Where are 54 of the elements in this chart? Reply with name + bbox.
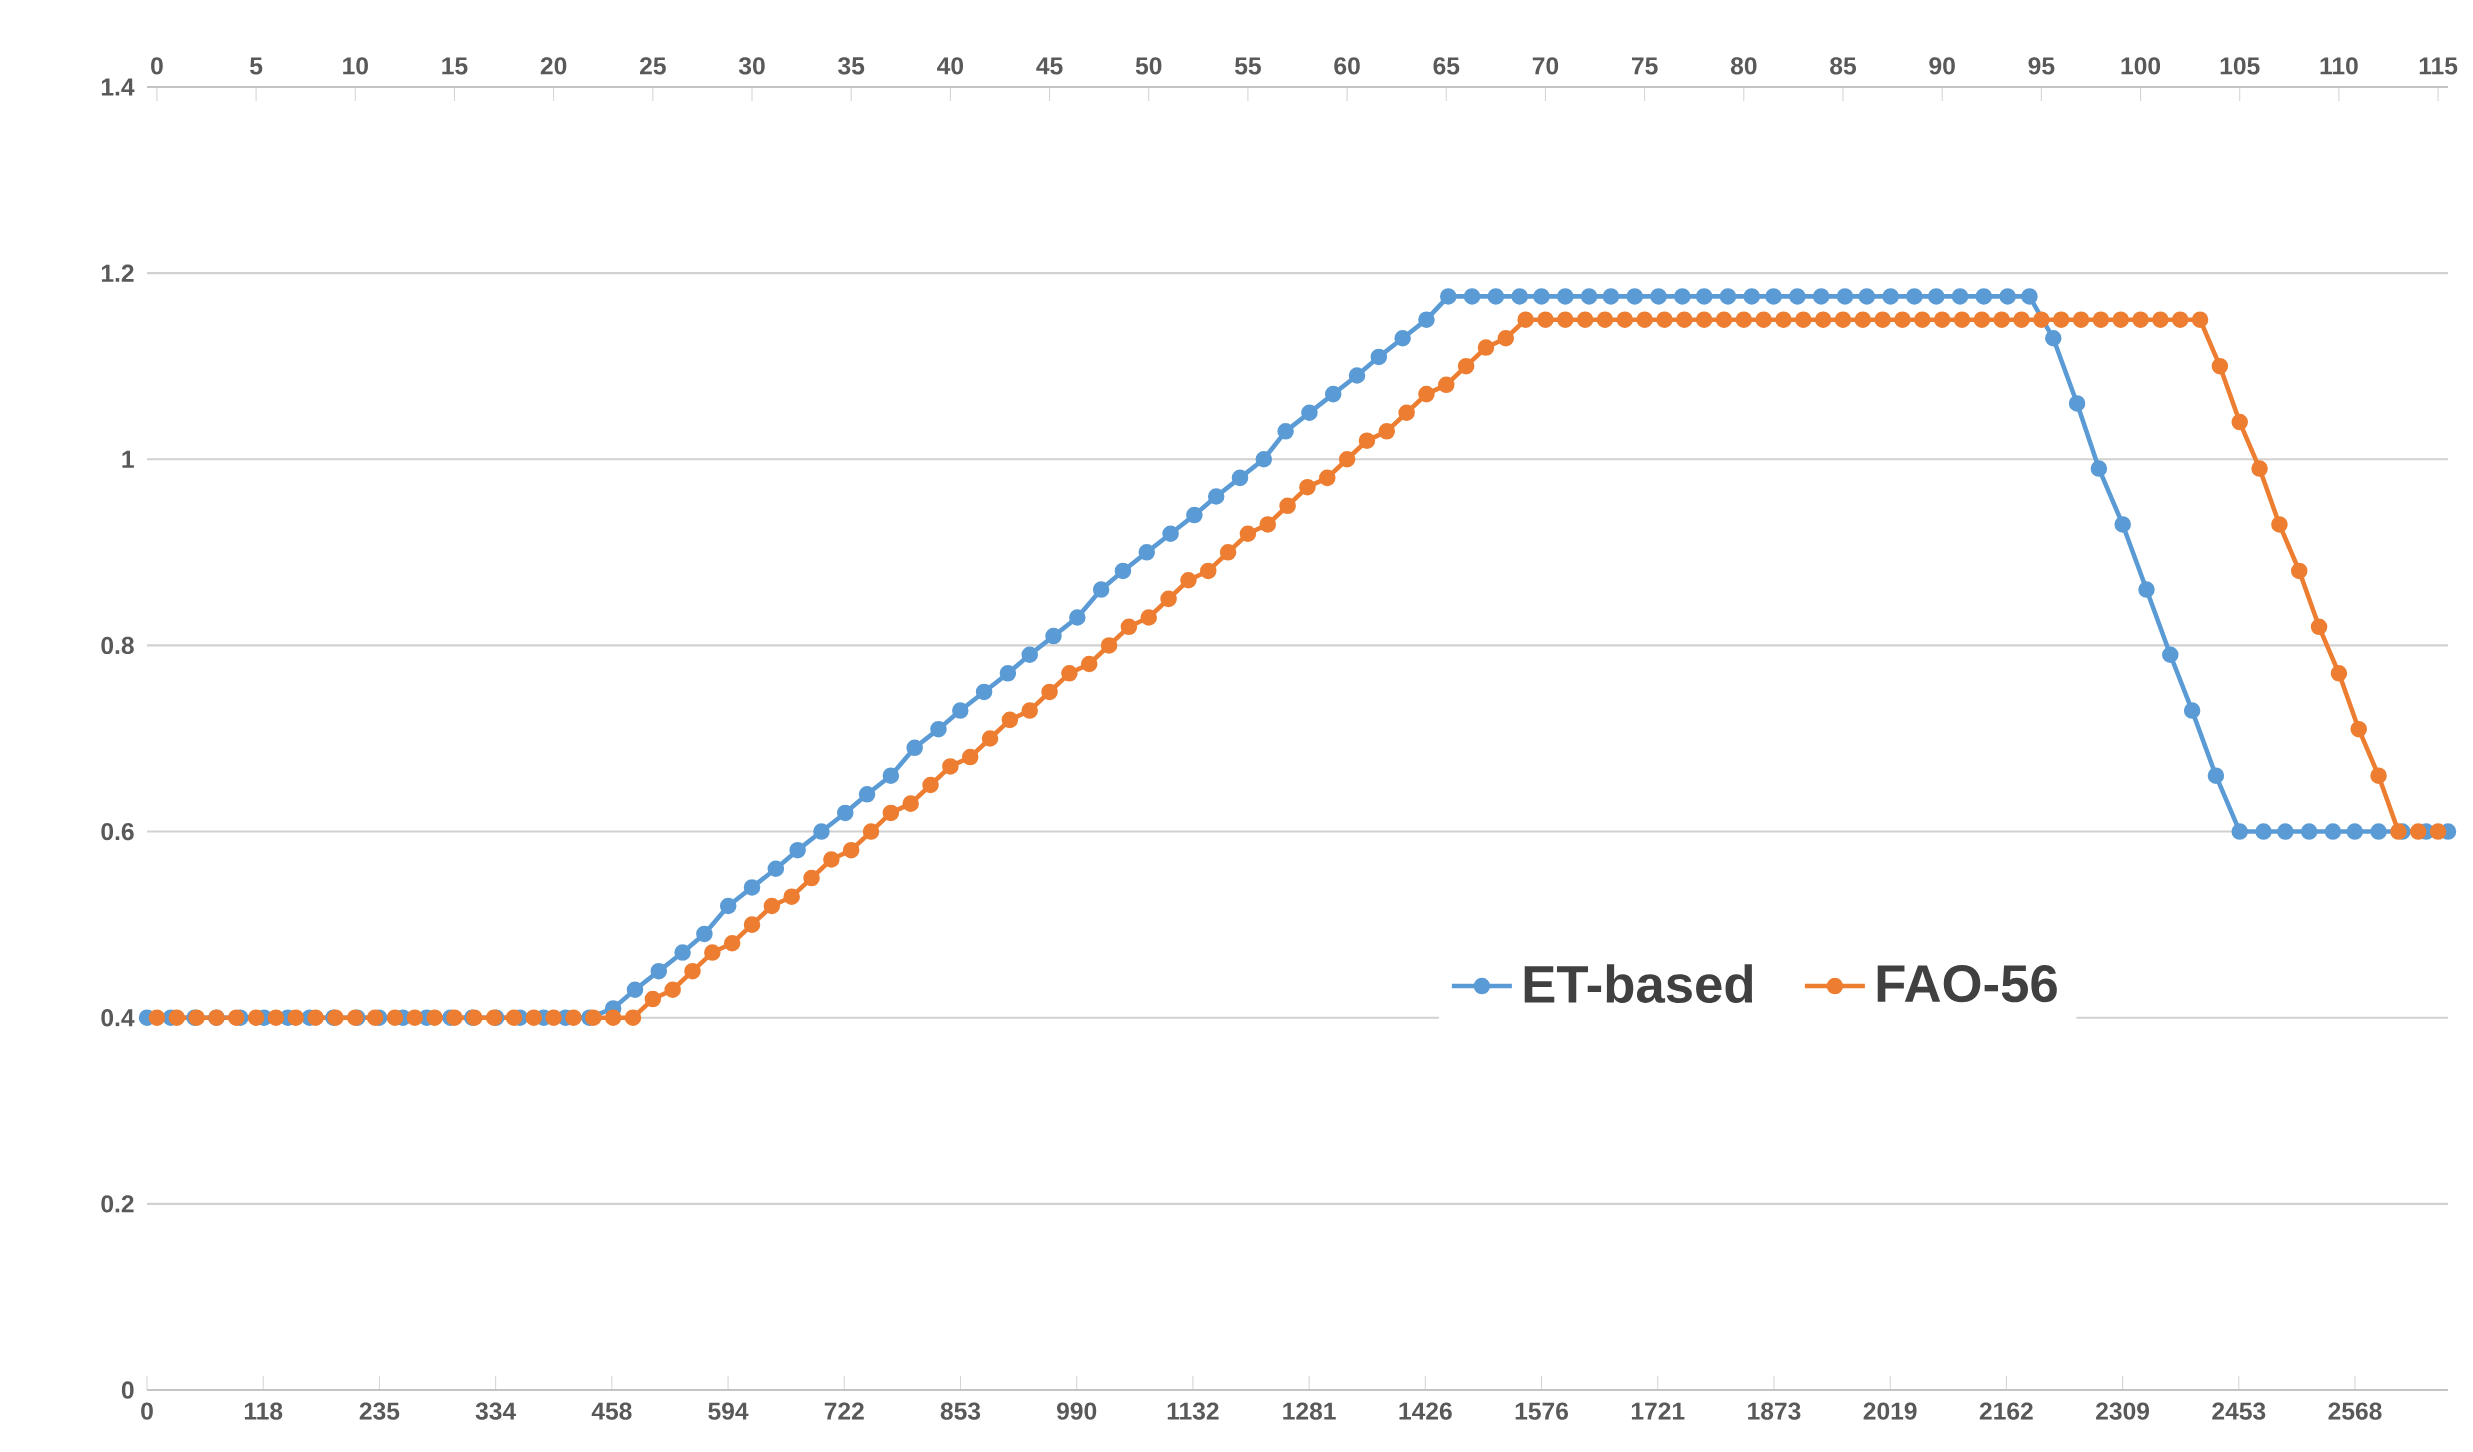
- x2-tick-label: 75: [1632, 57, 1658, 75]
- y-tick-label: 0.8: [101, 636, 134, 655]
- x2-tick-label: 0: [151, 57, 163, 75]
- x2-tick-label: 40: [937, 57, 964, 75]
- x-tick-label: 1873: [1748, 1402, 1801, 1420]
- x-tick-label: 118: [244, 1402, 283, 1420]
- x-tick-label: 1721: [1631, 1402, 1685, 1420]
- x-tick-label: 235: [359, 1402, 400, 1420]
- y-tick-label: 0.6: [101, 822, 134, 841]
- x-tick-label: 2162: [1979, 1402, 2033, 1420]
- x2-tick-label: 85: [1830, 57, 1857, 75]
- x-tick-label: 1281: [1283, 1402, 1336, 1420]
- y-tick-label: 0.2: [101, 1195, 134, 1213]
- x-tick-label: 0: [141, 1402, 153, 1420]
- x-tick-label: 853: [940, 1402, 981, 1420]
- x2-tick-label: 70: [1532, 57, 1559, 75]
- y-tick-label: 1.4: [101, 78, 135, 96]
- x-tick-label: 1132: [1167, 1402, 1219, 1420]
- x-tick-label: 334: [475, 1402, 517, 1420]
- y-tick-label: 0.4: [101, 1009, 135, 1027]
- x2-tick-label: 65: [1433, 57, 1460, 75]
- x2-tick-label: 95: [2028, 57, 2055, 75]
- x-tick-label: 2453: [2212, 1402, 2266, 1420]
- x2-tick-label: 50: [1135, 57, 1162, 75]
- x2-tick-label: 25: [639, 57, 666, 75]
- x-tick-label: 2309: [2096, 1402, 2149, 1420]
- x-tick-label: 458: [591, 1402, 632, 1420]
- x-tick-label: 1576: [1515, 1402, 1568, 1420]
- x2-tick-label: 110: [2320, 57, 2358, 75]
- x2-tick-label: 20: [540, 57, 567, 75]
- x2-tick-label: 30: [738, 57, 765, 75]
- x2-tick-label: 55: [1235, 57, 1261, 75]
- x-tick-label: 2019: [1863, 1402, 1917, 1420]
- x2-tick-label: 5: [250, 57, 263, 75]
- x2-tick-label: 115: [2419, 57, 2458, 75]
- x-tick-label: 1426: [1399, 1402, 1452, 1420]
- x-tick-label: 990: [1057, 1402, 1097, 1420]
- x2-tick-label: 100: [2121, 57, 2161, 75]
- y-tick-label: 0: [121, 1381, 134, 1399]
- legend-label: FAO-56: [1877, 965, 2057, 1003]
- x-tick-label: 722: [824, 1402, 864, 1420]
- x2-tick-label: 35: [838, 57, 865, 75]
- x2-tick-label: 90: [1929, 57, 1955, 75]
- x2-tick-label: 80: [1730, 57, 1757, 75]
- legend-label: ET-based: [1524, 964, 1753, 1004]
- x2-tick-label: 10: [343, 57, 368, 75]
- x2-tick-label: 15: [442, 57, 468, 75]
- y-tick-label: 1.2: [101, 264, 134, 282]
- x2-tick-label: 105: [2220, 57, 2260, 75]
- y-tick-label: 1: [122, 450, 134, 468]
- x-tick-label: 594: [708, 1402, 749, 1420]
- x-tick-label: 2568: [2328, 1402, 2382, 1420]
- x2-tick-label: 60: [1334, 57, 1360, 75]
- x2-tick-label: 45: [1036, 57, 1063, 75]
